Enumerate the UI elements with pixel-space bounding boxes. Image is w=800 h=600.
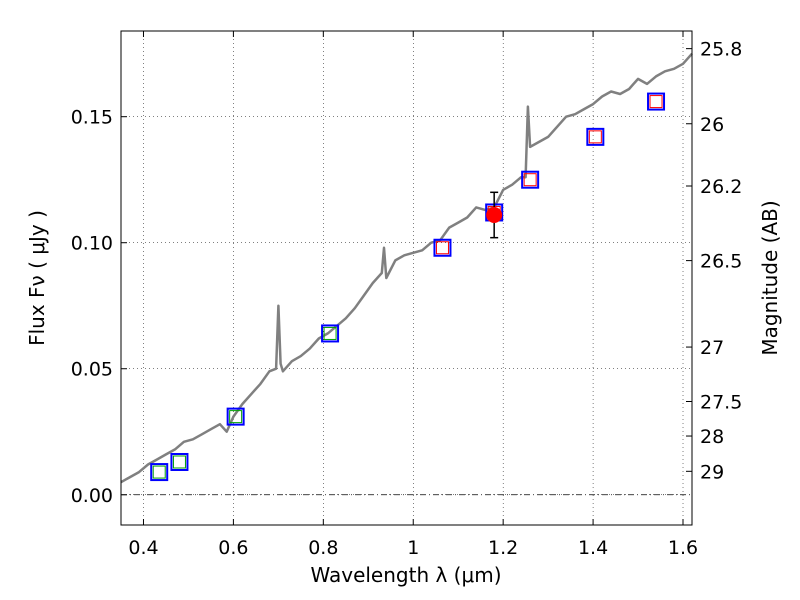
y2-tick-label: 29 bbox=[700, 461, 724, 483]
x-tick-label: 0.4 bbox=[128, 537, 158, 559]
plot-area bbox=[121, 31, 692, 525]
photometry-marker bbox=[172, 455, 186, 469]
photometry-marker bbox=[226, 407, 245, 426]
photometry-marker bbox=[647, 92, 666, 111]
photometry-marker bbox=[521, 170, 540, 189]
photometry-marker bbox=[150, 463, 169, 482]
photometry-marker bbox=[323, 326, 337, 340]
y2-tick-label: 28 bbox=[700, 426, 724, 448]
photometry-marker bbox=[433, 238, 452, 257]
y2-axis-title: Magnitude (AB) bbox=[758, 200, 782, 355]
y2-tick-label: 25.8 bbox=[700, 39, 742, 61]
x-tick-label: 0.8 bbox=[308, 537, 338, 559]
photometry-marker bbox=[170, 452, 189, 471]
x-tick-label: 1.6 bbox=[668, 537, 698, 559]
y2-tick-label: 27.5 bbox=[700, 392, 742, 414]
photometry-marker bbox=[588, 130, 602, 144]
y-axis-title: Flux Fν ( μJy ) bbox=[25, 210, 49, 346]
photometry-marker bbox=[321, 324, 340, 343]
spectrum-line bbox=[120, 52, 693, 484]
x-ticks: 0.4 0.6 0.8 1 1.2 1.4 1.6 bbox=[128, 31, 698, 559]
detection-point bbox=[486, 206, 503, 223]
x-axis-title: Wavelength λ (μm) bbox=[310, 563, 501, 587]
x-tick-label: 1.2 bbox=[488, 537, 518, 559]
y2-tick-label: 26 bbox=[700, 114, 724, 136]
marker-layer bbox=[150, 92, 666, 482]
y-tick-label: 0.00 bbox=[71, 485, 113, 507]
y2-ticks: 25.8 26 26.2 26.5 27 27.5 28 29 bbox=[686, 39, 742, 483]
x-tick-label: 1 bbox=[407, 537, 419, 559]
y2-tick-label: 27 bbox=[700, 337, 724, 359]
spectrum-layer bbox=[120, 52, 693, 484]
y2-tick-label: 26.2 bbox=[700, 176, 742, 198]
photometry-marker bbox=[586, 127, 605, 146]
y-tick-label: 0.10 bbox=[71, 233, 113, 255]
y-tick-label: 0.05 bbox=[71, 359, 113, 381]
photometry-marker bbox=[229, 410, 243, 424]
photometry-marker bbox=[152, 465, 166, 479]
photometry-marker bbox=[523, 173, 537, 187]
y-ticks: 0.00 0.05 0.10 0.15 bbox=[71, 107, 127, 507]
photometry-marker bbox=[435, 241, 449, 255]
y2-tick-label: 26.5 bbox=[700, 251, 742, 273]
y-tick-label: 0.15 bbox=[71, 107, 113, 129]
x-tick-label: 1.4 bbox=[578, 537, 608, 559]
photometry-marker bbox=[649, 95, 663, 109]
plot-frame bbox=[120, 30, 693, 526]
x-tick-label: 0.6 bbox=[218, 537, 248, 559]
